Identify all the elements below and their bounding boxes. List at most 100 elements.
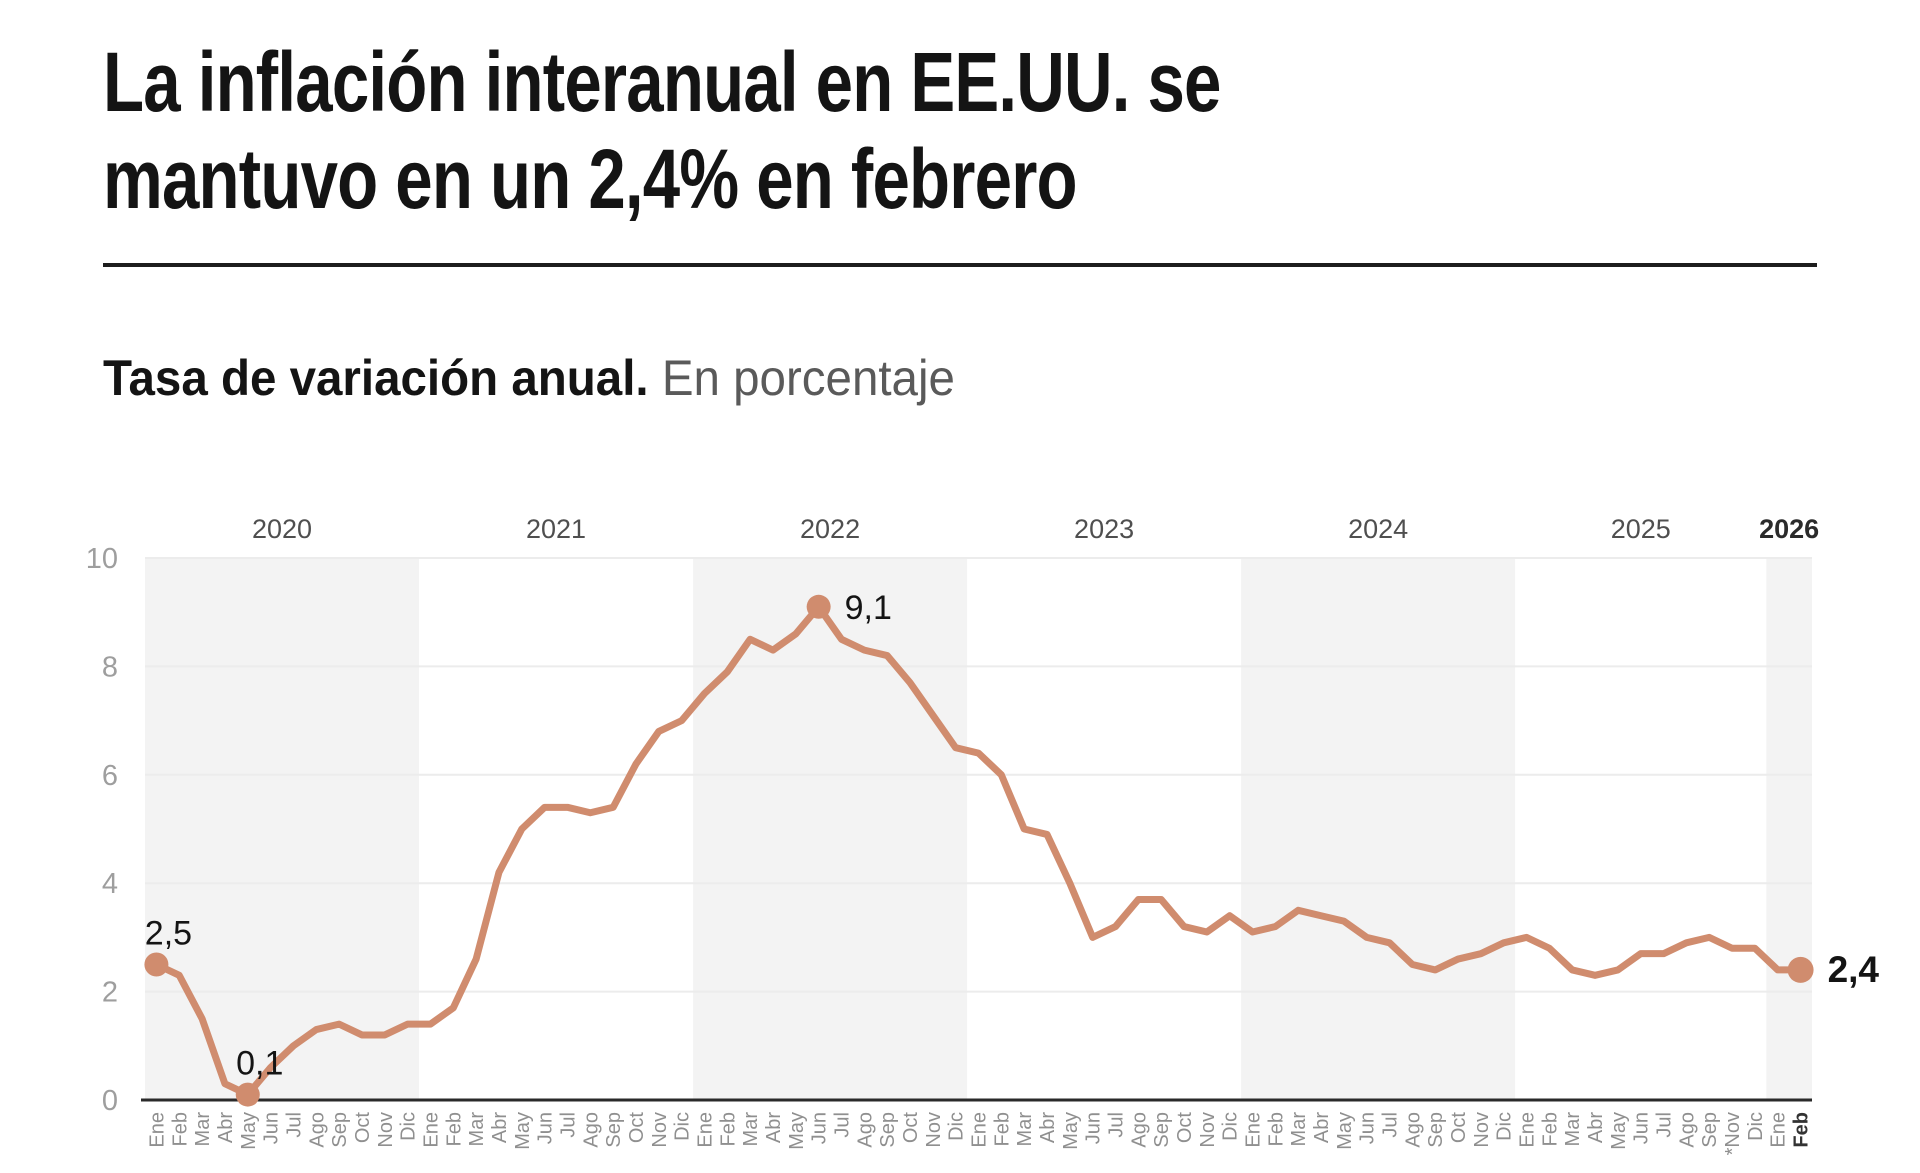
y-tick-label-10: 10 xyxy=(86,543,118,575)
data-point-dot-2022-Jun xyxy=(806,594,831,619)
month-tick-2020-May: May xyxy=(238,1112,260,1150)
month-tick-2024-Nov: Nov xyxy=(1471,1112,1493,1148)
y-tick-label-8: 8 xyxy=(102,651,118,683)
year-label-2021: 2021 xyxy=(526,514,586,544)
month-tick-2023-Mar: Mar xyxy=(1014,1112,1036,1147)
month-tick-2021-Feb: Feb xyxy=(443,1112,465,1146)
y-tick-label-2: 2 xyxy=(102,977,118,1009)
year-label-2022: 2022 xyxy=(800,514,860,544)
month-tick-2022-Mar: Mar xyxy=(740,1112,762,1147)
month-tick-2020-Feb: Feb xyxy=(169,1112,191,1146)
month-tick-2025-Sep: Sep xyxy=(1699,1112,1721,1148)
month-tick-2022-Nov: Nov xyxy=(923,1112,945,1148)
data-point-label-2026-Feb: 2,4 xyxy=(1828,949,1880,990)
month-tick-2024-Dic: Dic xyxy=(1494,1112,1516,1141)
month-tick-2021-Oct: Oct xyxy=(626,1112,648,1144)
year-label-2025: 2025 xyxy=(1611,514,1671,544)
month-tick-2021-Jun: Jun xyxy=(535,1112,557,1144)
data-point-label-2020-Ene: 2,5 xyxy=(145,915,192,953)
month-tick-2022-Ago: Ago xyxy=(854,1112,876,1148)
month-tick-2021-Nov: Nov xyxy=(649,1112,671,1148)
month-tick-2025-Ene: Ene xyxy=(1517,1112,1539,1148)
month-tick-2025-Mar: Mar xyxy=(1562,1112,1584,1147)
month-tick-2024-Jun: Jun xyxy=(1357,1112,1379,1144)
month-tick-2022-May: May xyxy=(786,1112,808,1150)
month-tick-2023-Nov: Nov xyxy=(1197,1112,1219,1148)
month-tick-2025-Feb: Feb xyxy=(1539,1112,1561,1146)
month-tick-2020-Nov: Nov xyxy=(375,1112,397,1148)
month-tick-2025-May: May xyxy=(1608,1112,1630,1150)
month-tick-2025-Dic: Dic xyxy=(1745,1112,1767,1141)
month-tick-2023-Feb: Feb xyxy=(991,1112,1013,1146)
month-tick-2024-Mar: Mar xyxy=(1288,1112,1310,1147)
month-tick-2024-Jul: Jul xyxy=(1380,1112,1402,1138)
divider xyxy=(103,263,1817,267)
month-tick-2022-Feb: Feb xyxy=(717,1112,739,1146)
month-tick-2020-Mar: Mar xyxy=(192,1112,214,1147)
year-band-2026 xyxy=(1766,558,1812,1100)
month-tick-2021-May: May xyxy=(512,1112,534,1150)
month-tick-2022-Jul: Jul xyxy=(831,1112,853,1138)
year-label-2023: 2023 xyxy=(1074,514,1134,544)
month-tick-2022-Jun: Jun xyxy=(809,1112,831,1144)
data-point-dot-2026-Feb xyxy=(1787,956,1814,983)
month-tick-2025-*Nov: *Nov xyxy=(1722,1112,1744,1155)
data-point-label-2022-Jun: 9,1 xyxy=(845,589,892,627)
y-tick-label-0: 0 xyxy=(102,1085,118,1117)
chart-subtitle-light: En porcentaje xyxy=(661,350,955,406)
chart-subtitle-bold: Tasa de variación anual. xyxy=(103,350,649,406)
year-label-2020: 2020 xyxy=(252,514,312,544)
month-tick-2024-Ago: Ago xyxy=(1402,1112,1424,1148)
page-title-line2: mantuvo en un 2,4% en febrero xyxy=(103,132,1078,226)
month-tick-2025-Jul: Jul xyxy=(1654,1112,1676,1138)
page-title-line1: La inflación interanual en EE.UU. se xyxy=(103,35,1221,129)
month-tick-2025-Abr: Abr xyxy=(1585,1112,1607,1143)
month-tick-2021-Dic: Dic xyxy=(672,1112,694,1141)
month-tick-2023-Ene: Ene xyxy=(969,1112,991,1148)
month-tick-2026-Feb: Feb xyxy=(1791,1112,1813,1148)
month-tick-2022-Abr: Abr xyxy=(763,1112,785,1143)
year-band-2022 xyxy=(693,558,968,1100)
inflation-line xyxy=(152,603,1805,1099)
month-tick-2020-Oct: Oct xyxy=(352,1112,374,1144)
month-tick-2020-Ene: Ene xyxy=(146,1112,168,1148)
year-band-2020 xyxy=(145,558,420,1100)
year-label-2024: 2024 xyxy=(1348,514,1408,544)
month-tick-2020-Jul: Jul xyxy=(283,1112,305,1138)
month-tick-2020-Dic: Dic xyxy=(398,1112,420,1141)
month-tick-2021-Ago: Ago xyxy=(580,1112,602,1148)
month-tick-2020-Abr: Abr xyxy=(215,1112,237,1143)
month-tick-2023-Oct: Oct xyxy=(1174,1112,1196,1144)
month-tick-2023-Sep: Sep xyxy=(1151,1112,1173,1148)
month-tick-2021-Ene: Ene xyxy=(420,1112,442,1148)
month-tick-2021-Mar: Mar xyxy=(466,1112,488,1147)
month-tick-2022-Dic: Dic xyxy=(946,1112,968,1141)
month-tick-2023-Dic: Dic xyxy=(1220,1112,1242,1141)
month-tick-2021-Sep: Sep xyxy=(603,1112,625,1148)
month-tick-2020-Jun: Jun xyxy=(261,1112,283,1144)
month-tick-2024-Oct: Oct xyxy=(1448,1112,1470,1144)
page-title: La inflación interanual en EE.UU. se mant… xyxy=(103,34,1221,228)
month-tick-2023-Abr: Abr xyxy=(1037,1112,1059,1143)
year-label-2026: 2026 xyxy=(1759,514,1819,544)
chart-subtitle: Tasa de variación anual. En porcentaje xyxy=(103,352,955,404)
month-tick-2021-Abr: Abr xyxy=(489,1112,511,1143)
month-tick-2023-Jun: Jun xyxy=(1083,1112,1105,1144)
month-tick-2024-May: May xyxy=(1334,1112,1356,1150)
month-tick-2023-Ago: Ago xyxy=(1128,1112,1150,1148)
data-point-dot-2020-May xyxy=(235,1082,260,1107)
month-tick-2026-Ene: Ene xyxy=(1768,1112,1790,1148)
data-point-label-2020-May: 0,1 xyxy=(236,1045,283,1083)
month-tick-2020-Sep: Sep xyxy=(329,1112,351,1148)
month-tick-2025-Jun: Jun xyxy=(1631,1112,1653,1144)
month-tick-2022-Oct: Oct xyxy=(900,1112,922,1144)
month-tick-2022-Ene: Ene xyxy=(694,1112,716,1148)
month-tick-2023-May: May xyxy=(1060,1112,1082,1150)
month-tick-2022-Sep: Sep xyxy=(877,1112,899,1148)
month-tick-2023-Jul: Jul xyxy=(1106,1112,1128,1138)
month-tick-2024-Sep: Sep xyxy=(1425,1112,1447,1148)
month-tick-2025-Ago: Ago xyxy=(1676,1112,1698,1148)
